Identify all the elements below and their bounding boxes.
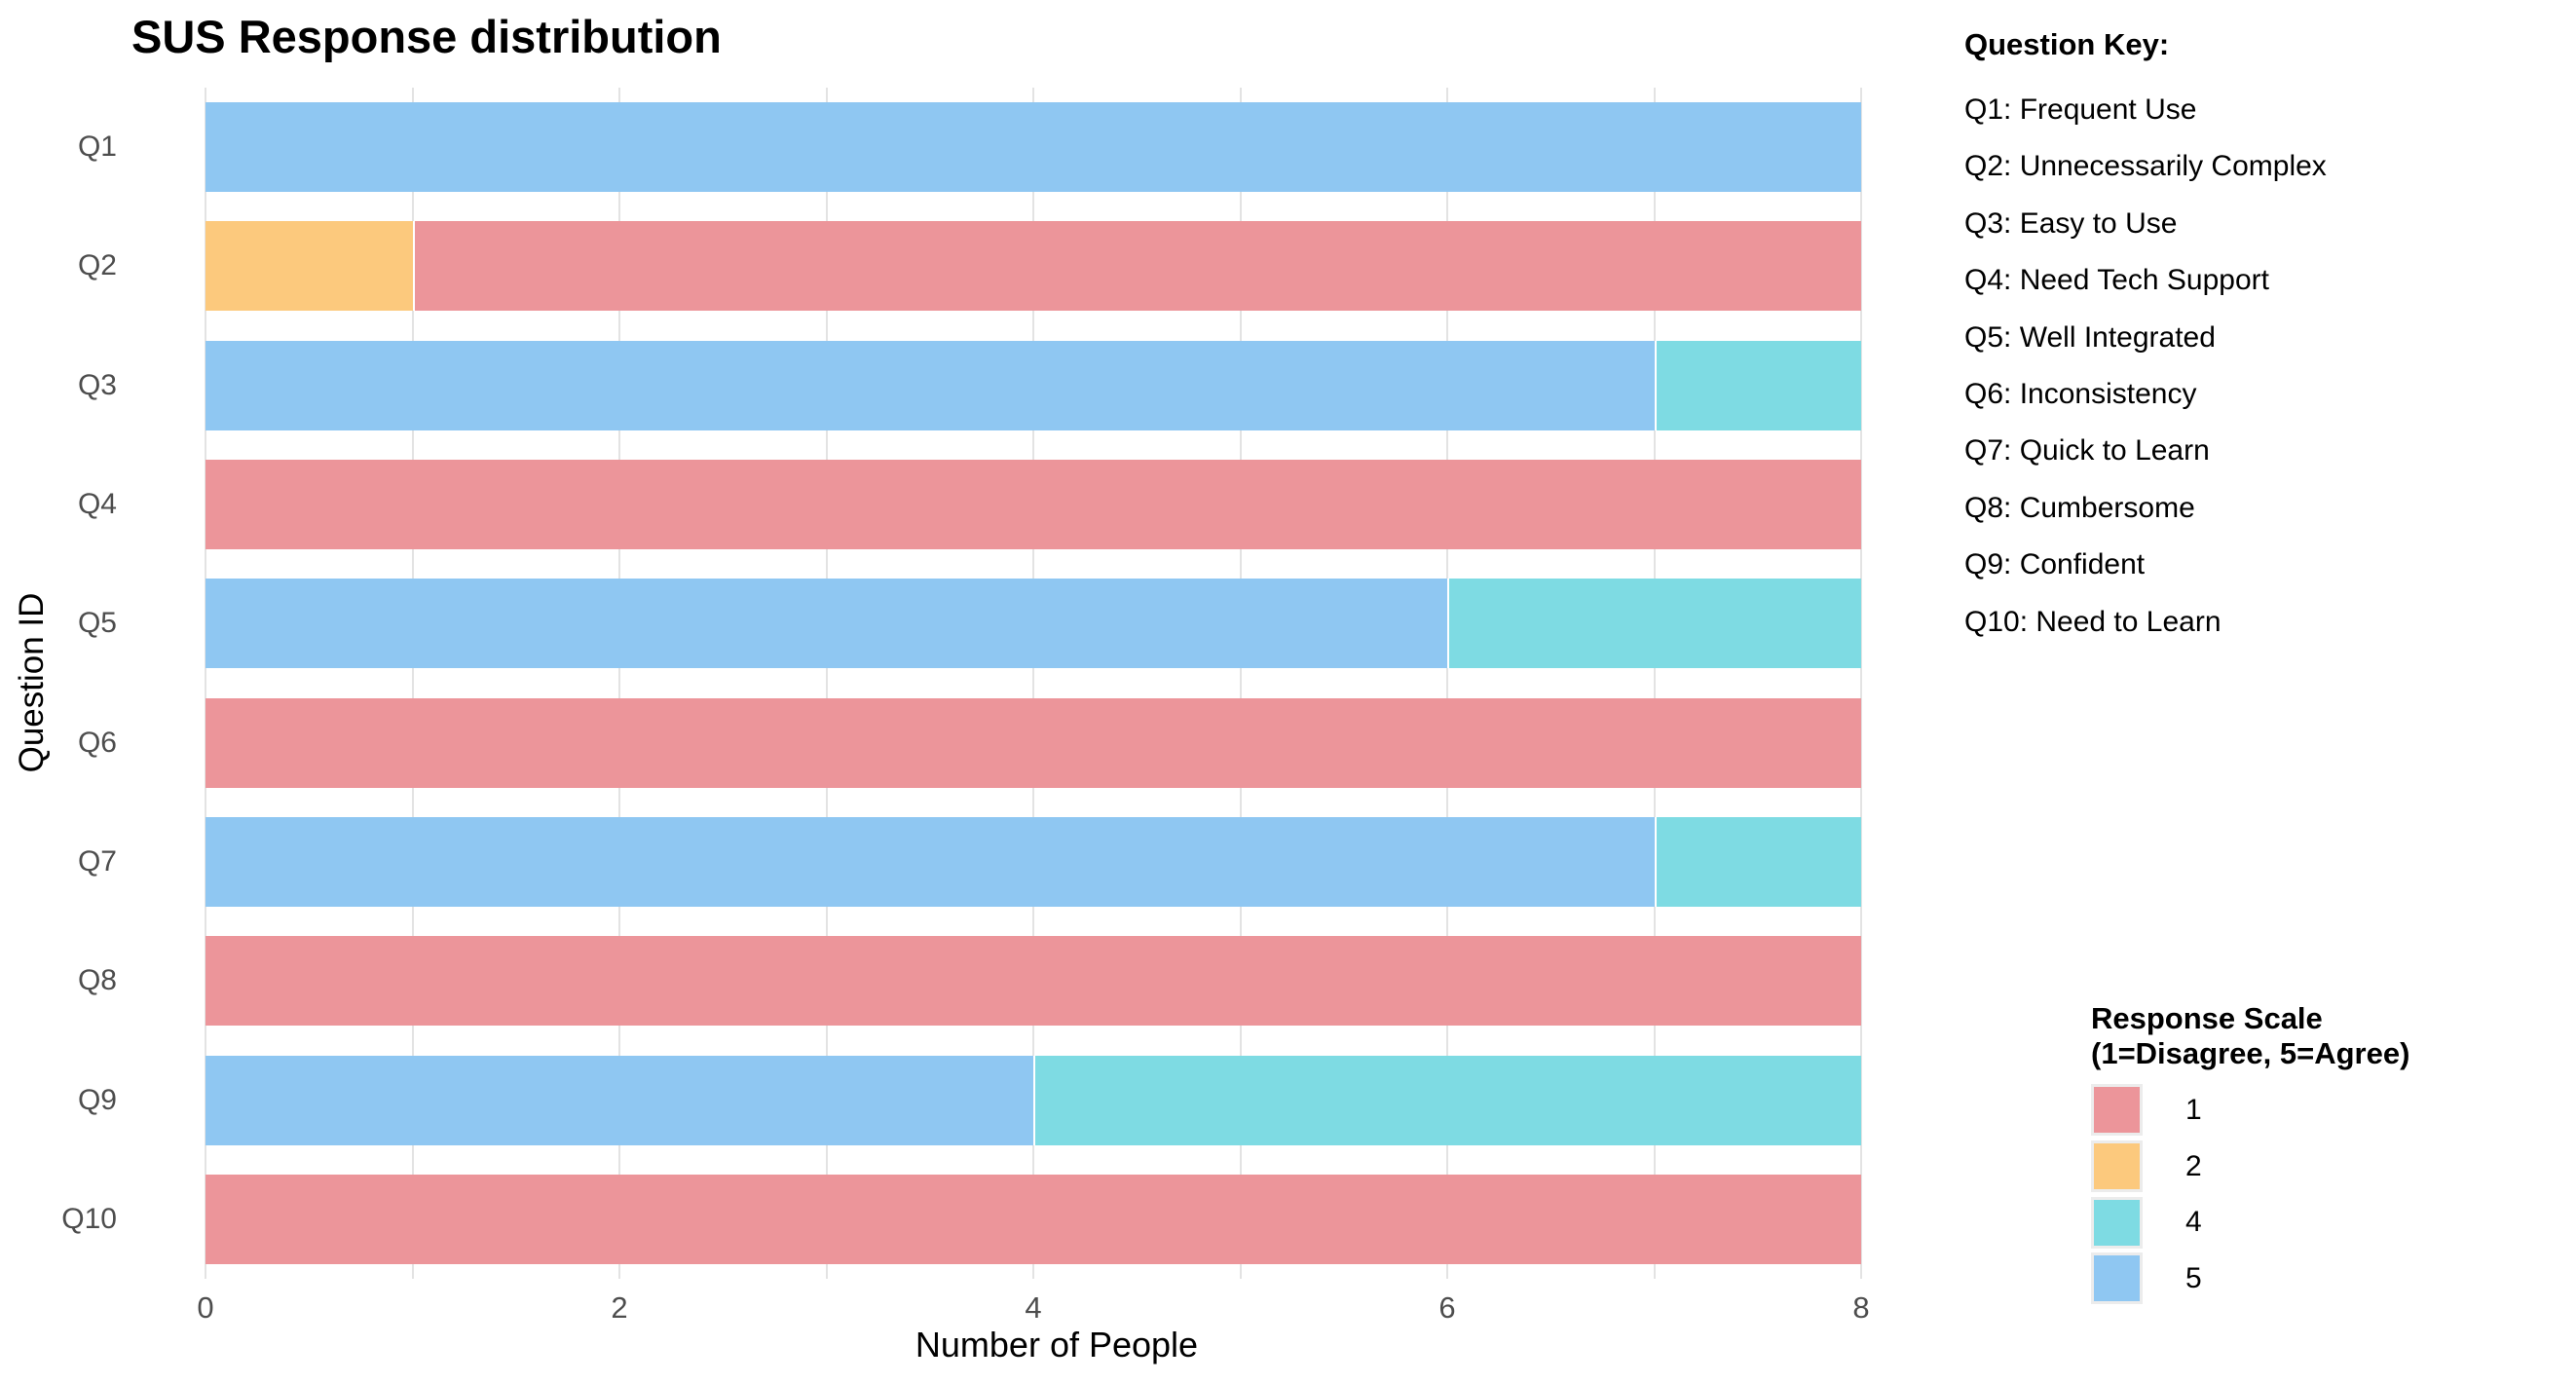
question-key-item: Q7: Quick to Learn <box>1964 434 2210 467</box>
legend-entry: 4 <box>2091 1194 2409 1251</box>
gridline <box>1239 88 1242 1279</box>
legend-entry: 1 <box>2091 1082 2409 1139</box>
legend-entries: 1 2 4 5 <box>2091 1082 2409 1307</box>
bar-segment <box>1033 1055 1861 1145</box>
y-tick-label: Q7 <box>77 844 117 878</box>
legend: Response Scale (1=Disagree, 5=Agree) 1 2 4… <box>2091 1001 2409 1307</box>
question-key-item: Q9: Confident <box>1964 548 2146 581</box>
bar-segment <box>205 936 1861 1027</box>
gridline <box>1032 88 1034 1279</box>
legend-entry: 5 <box>2091 1251 2409 1307</box>
gridline <box>1446 88 1448 1279</box>
bar-row <box>205 460 1861 550</box>
legend-title-line2: (1=Disagree, 5=Agree) <box>2091 1036 2410 1070</box>
bar-row <box>205 1055 1861 1145</box>
bar-segment <box>205 1174 1861 1264</box>
question-key-item: Q1: Frequent Use <box>1964 93 2197 126</box>
bar-segment <box>205 697 1861 788</box>
gridline <box>411 88 414 1279</box>
bar-row <box>205 221 1861 312</box>
question-key-item: Q6: Inconsistency <box>1964 377 2197 410</box>
bar-segment <box>205 816 1655 907</box>
question-key-item: Q2: Unnecessarily Complex <box>1964 150 2327 183</box>
legend-key <box>2091 1084 2143 1137</box>
bar-row <box>205 697 1861 788</box>
x-tick-label: 4 <box>1025 1290 1042 1325</box>
legend-swatch <box>2094 1199 2140 1246</box>
y-tick-label: Q5 <box>77 607 117 640</box>
gridline <box>825 88 828 1279</box>
bar-row <box>205 579 1861 669</box>
legend-label: 5 <box>2185 1261 2202 1294</box>
gridline <box>618 88 620 1279</box>
x-tick-label: 6 <box>1438 1290 1456 1325</box>
y-tick-label: Q4 <box>77 488 117 521</box>
legend-label: 2 <box>2185 1149 2202 1182</box>
bar-segment <box>205 102 1861 193</box>
bar-row <box>205 816 1861 907</box>
bar-row <box>205 1174 1861 1264</box>
bar-row <box>205 936 1861 1027</box>
gridline <box>205 88 206 1279</box>
x-tick-label: 0 <box>197 1290 214 1325</box>
gridline <box>1860 88 1862 1279</box>
legend-swatch <box>2094 1087 2140 1134</box>
bar-row <box>205 340 1861 430</box>
bar-segment <box>412 221 1861 312</box>
x-axis-title: Number of People <box>915 1325 1199 1364</box>
bar-segment <box>1447 579 1861 669</box>
y-tick-label: Q8 <box>77 964 117 997</box>
x-tick-label: 2 <box>611 1290 628 1325</box>
y-tick-label: Q10 <box>61 1202 117 1235</box>
legend-key <box>2091 1196 2143 1249</box>
question-key-title: Question Key: <box>1964 27 2170 61</box>
bar-segment <box>205 460 1861 550</box>
question-key-item: Q8: Cumbersome <box>1964 491 2195 524</box>
question-key-item: Q5: Well Integrated <box>1964 320 2216 354</box>
bar-segment <box>1654 816 1861 907</box>
legend-swatch <box>2094 1255 2140 1302</box>
legend-entry: 2 <box>2091 1139 2409 1195</box>
bar-segment <box>1654 340 1861 430</box>
bar-segment <box>205 1055 1033 1145</box>
legend-key <box>2091 1252 2143 1305</box>
x-tick-label: 8 <box>1852 1290 1870 1325</box>
chart-title: SUS Response distribution <box>131 11 722 62</box>
y-tick-label: Q3 <box>77 368 117 401</box>
legend-key <box>2091 1140 2143 1193</box>
legend-label: 4 <box>2185 1206 2202 1239</box>
question-key-item: Q3: Easy to Use <box>1964 206 2178 240</box>
bar-segment <box>205 221 413 312</box>
legend-title-line1: Response Scale <box>2091 1001 2323 1035</box>
legend-label: 1 <box>2185 1093 2202 1126</box>
question-key-item: Q4: Need Tech Support <box>1964 264 2269 297</box>
y-tick-label: Q2 <box>77 249 117 282</box>
bar-segment <box>205 340 1655 430</box>
question-key-panel: Question Key: Q1: Frequent Use Q2: Unnece… <box>1964 27 2327 651</box>
question-key-item: Q10: Need to Learn <box>1964 605 2221 638</box>
y-tick-label: Q6 <box>77 726 117 759</box>
bar-segment <box>205 579 1447 669</box>
legend-swatch <box>2094 1143 2140 1190</box>
y-tick-label: Q1 <box>77 131 117 164</box>
y-tick-label: Q9 <box>77 1083 117 1116</box>
bar-row <box>205 102 1861 193</box>
gridline <box>1653 88 1656 1279</box>
question-key-items: Q1: Frequent Use Q2: Unnecessarily Comple… <box>1964 82 2327 651</box>
